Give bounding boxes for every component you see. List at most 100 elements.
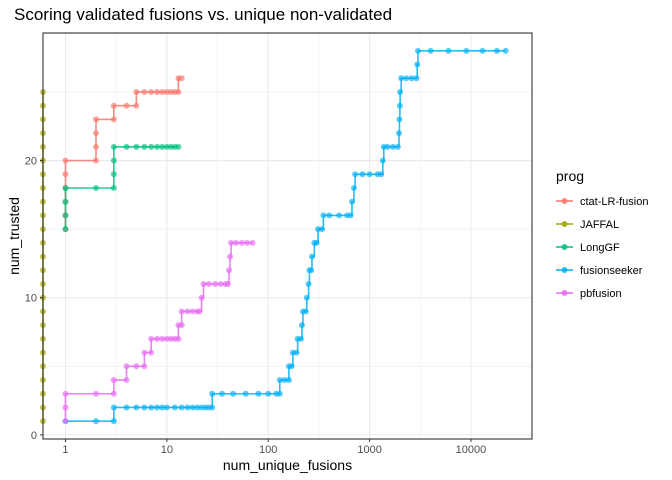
data-point: [175, 88, 182, 95]
data-point: [242, 390, 249, 397]
legend-label: fusionseeker: [580, 265, 643, 277]
data-point: [110, 171, 117, 178]
data-point: [302, 308, 309, 315]
data-point: [352, 171, 359, 178]
data-point: [184, 308, 191, 315]
data-point: [141, 349, 148, 356]
data-point: [348, 198, 355, 205]
data-point: [308, 267, 315, 274]
plot-border: [42, 32, 533, 440]
data-point: [62, 212, 69, 219]
data-point: [413, 75, 420, 82]
data-point: [133, 363, 140, 370]
data-point: [62, 404, 69, 411]
data-point: [163, 143, 170, 150]
legend-label: ctat-LR-fusion: [580, 196, 648, 208]
major-grid: [43, 33, 532, 439]
data-point: [276, 377, 283, 384]
data-point: [110, 102, 117, 109]
legend-item-jaffal: JAFFAL: [556, 219, 619, 231]
data-point: [308, 253, 315, 260]
legend-title: prog: [556, 168, 584, 184]
data-point: [445, 47, 452, 54]
plot-background: [43, 33, 532, 439]
data-point: [93, 184, 100, 191]
legend-key-point: [561, 244, 568, 250]
data-point: [133, 102, 140, 109]
data-point: [297, 335, 304, 342]
data-point: [209, 404, 216, 411]
data-point: [285, 377, 292, 384]
data-point: [123, 102, 130, 109]
data-point: [178, 404, 185, 411]
chart-title: Scoring validated fusions vs. unique non…: [14, 5, 392, 24]
legend-key-point: [561, 221, 568, 227]
data-point: [62, 157, 69, 164]
data-point: [396, 116, 403, 123]
data-point: [276, 390, 283, 397]
data-point: [178, 75, 185, 82]
x-axis-title: num_unique_fusions: [223, 457, 352, 473]
data-point: [198, 294, 205, 301]
data-point: [110, 390, 117, 397]
data-point: [238, 239, 245, 246]
data-point: [281, 377, 288, 384]
y-axis-ticks: 0 10 20: [25, 156, 43, 442]
x-tick-label: 1: [62, 444, 68, 456]
data-point: [141, 363, 148, 370]
series-pbfusion: [62, 239, 256, 425]
data-point: [502, 47, 509, 54]
data-point: [366, 171, 373, 178]
data-point: [110, 116, 117, 123]
data-point: [359, 171, 366, 178]
data-point: [244, 239, 251, 246]
data-point: [110, 184, 117, 191]
data-point: [133, 88, 140, 95]
data-point: [493, 47, 500, 54]
data-point: [265, 390, 272, 397]
series-longgf: [62, 143, 182, 233]
data-point: [189, 404, 196, 411]
data-point: [62, 171, 69, 178]
data-point: [123, 377, 130, 384]
series-layer: [40, 47, 509, 425]
data-point: [224, 281, 231, 288]
legend-key-point: [561, 290, 568, 296]
x-tick-label: 10000: [456, 444, 487, 456]
data-point: [336, 212, 343, 219]
data-point: [184, 404, 191, 411]
data-point: [62, 198, 69, 205]
x-tick-label: 10: [161, 444, 173, 456]
data-point: [93, 418, 100, 425]
data-point: [175, 143, 182, 150]
data-point: [326, 212, 333, 219]
x-tick-label: 100: [259, 444, 277, 456]
legend-label: pbfusion: [580, 288, 622, 300]
data-point: [227, 253, 234, 260]
data-point: [175, 335, 182, 342]
data-point: [159, 404, 166, 411]
data-point: [178, 322, 185, 329]
data-point: [154, 143, 161, 150]
data-point: [408, 75, 415, 82]
data-point: [141, 404, 148, 411]
data-point: [159, 143, 166, 150]
data-point: [133, 404, 140, 411]
legend-key-point: [561, 198, 568, 204]
data-point: [93, 116, 100, 123]
data-point: [313, 239, 320, 246]
data-point: [219, 390, 226, 397]
data-point: [397, 88, 404, 95]
data-point: [305, 281, 312, 288]
data-point: [154, 88, 161, 95]
data-point: [479, 47, 486, 54]
y-tick-label: 10: [25, 293, 37, 305]
data-point: [255, 390, 262, 397]
data-point: [396, 102, 403, 109]
minor-grid: [43, 33, 532, 439]
data-point: [148, 88, 155, 95]
data-point: [293, 349, 300, 356]
data-point: [62, 226, 69, 233]
data-point: [110, 157, 117, 164]
